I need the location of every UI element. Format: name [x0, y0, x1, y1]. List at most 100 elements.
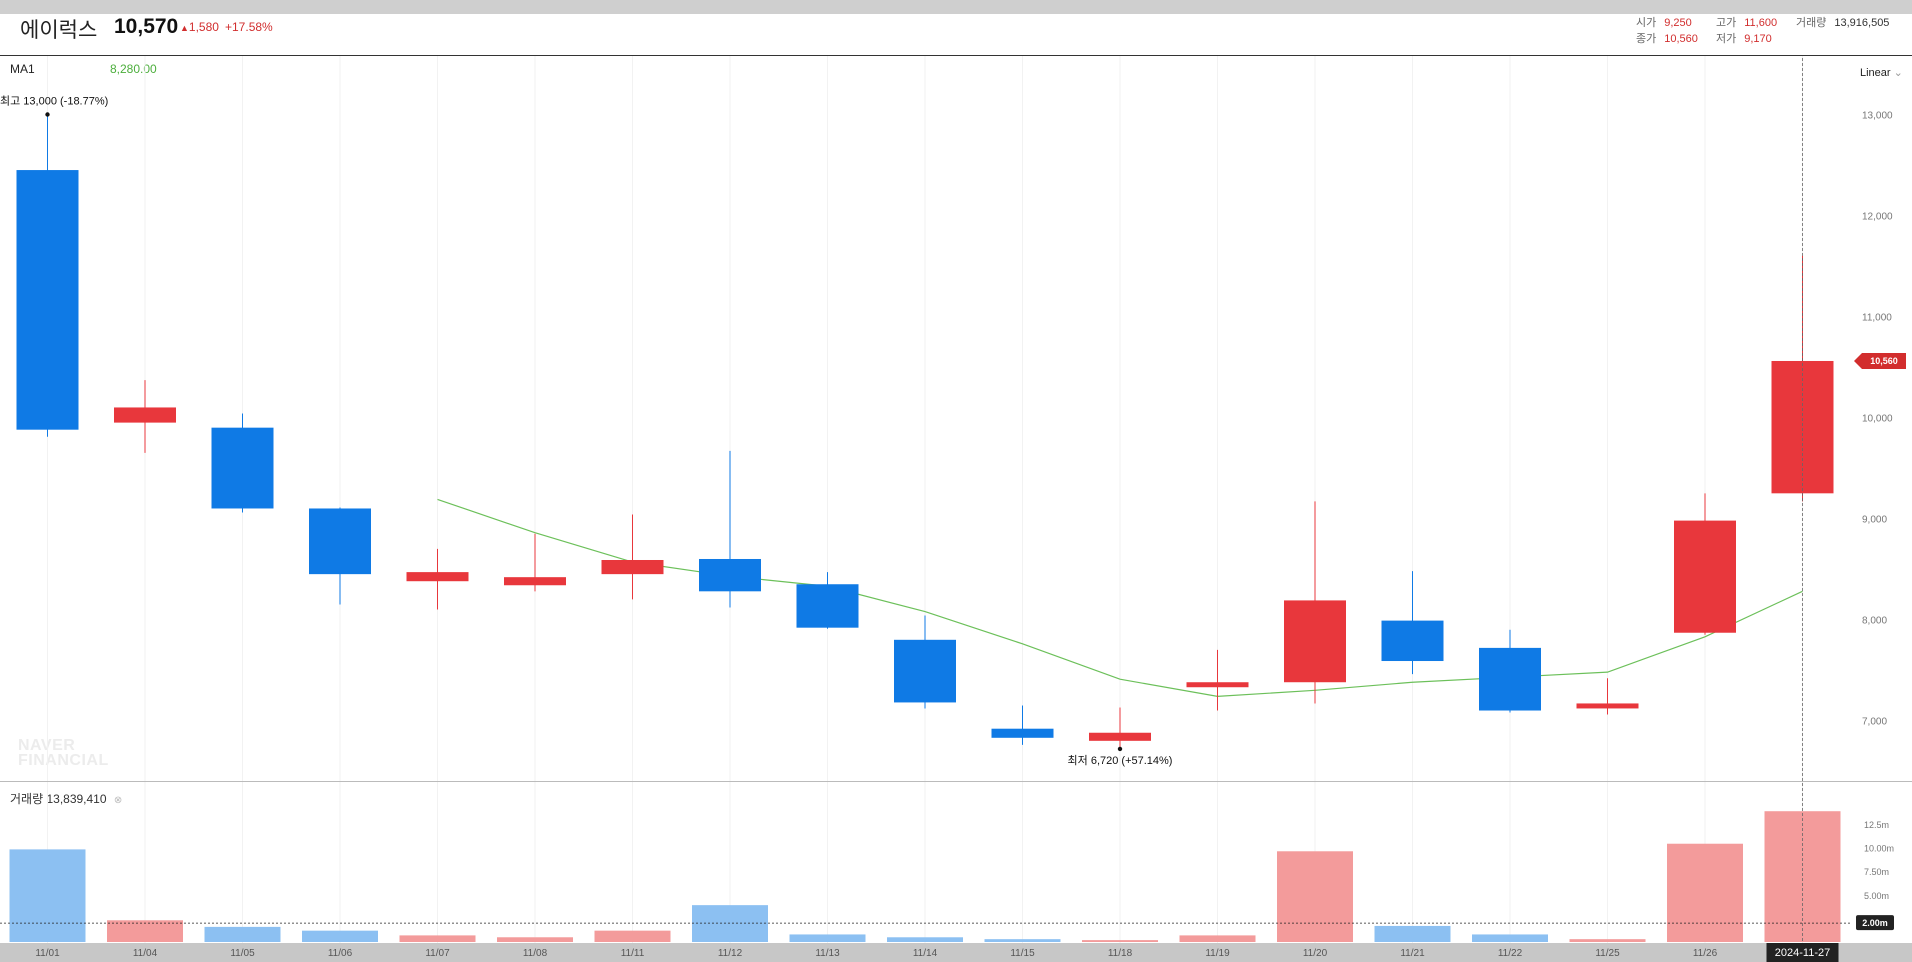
chart-header: 에이럭스 10,570 ▲1,580 +17.58% 시가 9,250 종가 10,…: [0, 14, 1912, 56]
ma-line: [437, 498, 1803, 697]
volume-panel-title: 거래량 13,839,410 ⊗: [10, 790, 122, 807]
volume-bar: [594, 930, 671, 942]
stock-price: 10,570: [114, 15, 179, 38]
candle-body: [1381, 620, 1444, 662]
stock-name: 에이럭스: [20, 19, 98, 42]
x-tick-label: 11/22: [1498, 948, 1523, 959]
high-value: 11,600: [1744, 17, 1778, 29]
x-tick-label: 11/15: [1010, 948, 1035, 959]
low-label: 저가: [1716, 33, 1737, 45]
price-tick-label: 7,000: [1862, 717, 1887, 728]
price-tick-label: 8,000: [1862, 616, 1887, 627]
x-tick-label: 11/01: [35, 948, 60, 959]
scale-mode-button[interactable]: Linear ⌄: [1860, 66, 1903, 79]
x-tick-label: 11/26: [1693, 948, 1718, 959]
candle-body: [1284, 600, 1346, 683]
x-axis-strip: [0, 943, 1912, 962]
low-marker: [1117, 746, 1123, 752]
candle-body: [211, 427, 274, 509]
volume-bar: [9, 849, 86, 942]
volume-tag-bg: [1856, 915, 1894, 931]
candle-body: [406, 572, 469, 582]
candle-body: [601, 559, 664, 575]
x-tick-label: 11/19: [1205, 948, 1230, 959]
x-tick-label: 11/07: [425, 948, 450, 959]
x-tick-label: 11/13: [815, 948, 840, 959]
volume-bar: [1472, 934, 1548, 942]
volume-value: 13,916,505: [1834, 17, 1890, 29]
low-value: 9,170: [1744, 33, 1772, 45]
volume-bar: [1569, 939, 1646, 942]
x-tick-label: 11/04: [133, 948, 158, 959]
up-triangle-icon: ▲: [180, 23, 189, 33]
crosshair-date-label: 2024-11-27: [1775, 947, 1830, 959]
candle-body: [309, 508, 371, 575]
high-marker: [45, 112, 50, 117]
price-tick-label: 11,000: [1862, 313, 1892, 324]
volume-bar: [1277, 851, 1353, 942]
ohlc-volume: 거래량 13,916,505: [1796, 14, 1889, 30]
x-tick-label: 11/11: [621, 948, 645, 959]
volume-label: 거래량: [1796, 17, 1827, 29]
x-tick-label: 11/05: [230, 948, 255, 959]
stock-change-percent: +17.58%: [225, 20, 273, 34]
candle-body: [1479, 647, 1541, 711]
x-tick-label: 11/14: [913, 948, 938, 959]
volume-panel-label: 거래량: [10, 792, 44, 806]
candle-body: [991, 728, 1054, 738]
close-label: 종가: [1636, 33, 1657, 45]
volume-tag-label: 2.00m: [1862, 918, 1888, 928]
candlestick-chart[interactable]: 7,000 8,000 9,000 10,000 11,000 12,000 13,000 최…: [0, 14, 1912, 962]
candle-body: [1576, 703, 1639, 709]
x-tick-label: 11/08: [523, 948, 548, 959]
volume-bar: [1667, 843, 1743, 942]
candle-body: [1186, 682, 1249, 688]
volume-bar: [302, 930, 378, 942]
price-tick-label: 12,000: [1862, 212, 1893, 223]
volume-bar: [789, 934, 866, 942]
x-tick-label: 11/21: [1400, 948, 1425, 959]
chevron-down-icon: ⌄: [1893, 67, 1903, 79]
volume-bar: [204, 926, 281, 942]
volume-tick-label: 12.5m: [1864, 820, 1889, 830]
ohlc-high-low: 고가 11,600 저가 9,170: [1716, 14, 1777, 46]
x-tick-label: 11/18: [1108, 948, 1133, 959]
price-tag-bg: [1854, 352, 1906, 369]
volume-bar: [1082, 940, 1158, 942]
candle-body: [894, 639, 956, 703]
candle-body: [16, 170, 79, 430]
candle-body: [114, 407, 176, 423]
x-tick-label: 11/06: [328, 948, 353, 959]
watermark-logo: NAVER FINANCIAL: [18, 737, 109, 769]
volume-tick-label: 5.00m: [1864, 891, 1889, 901]
volume-bar: [399, 935, 476, 942]
candle-body: [699, 558, 761, 592]
volume-tick-label: 10.00m: [1864, 844, 1894, 854]
watermark-line-1: NAVER: [18, 737, 76, 754]
change-value: 1,580: [188, 20, 219, 34]
price-tick-label: 10,000: [1862, 414, 1893, 425]
volume-bar: [1179, 935, 1256, 942]
price-tick-label: 9,000: [1862, 515, 1887, 526]
high-label: 고가: [1716, 17, 1737, 29]
candle-body: [796, 584, 859, 628]
candle-body: [1089, 732, 1151, 741]
volume-bar: [887, 937, 963, 942]
price-tag-label: 10,560: [1870, 356, 1898, 366]
candle-body: [1674, 520, 1736, 633]
close-icon[interactable]: ⊗: [113, 795, 123, 806]
stock-change: ▲1,580: [180, 20, 219, 34]
ma-indicator-label[interactable]: MA1: [10, 62, 35, 76]
volume-bar: [984, 939, 1061, 942]
axis-area: [1852, 56, 1912, 944]
x-tick-label: 11/20: [1303, 948, 1328, 959]
scale-mode-label: Linear: [1860, 67, 1891, 79]
chart-frame: 에이럭스 10,570 ▲1,580 +17.58% 시가 9,250 종가 10,…: [0, 14, 1912, 962]
volume-bar: [1374, 925, 1451, 942]
x-tick-label: 11/25: [1595, 948, 1620, 959]
low-annotation: 최저 6,720 (+57.14%): [1068, 754, 1173, 767]
volume-tick-label: 7.50m: [1864, 867, 1889, 877]
volume-panel-value: 13,839,410: [46, 792, 107, 806]
volume-bar: [692, 905, 768, 942]
crosshair-date-bg: [1766, 943, 1839, 962]
